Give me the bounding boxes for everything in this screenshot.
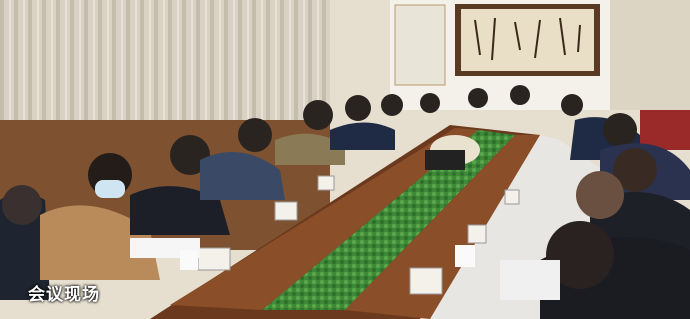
blinds xyxy=(610,0,690,110)
device xyxy=(425,150,465,170)
cup xyxy=(180,250,198,270)
papers xyxy=(500,260,560,300)
caption: 会议现场 xyxy=(28,280,100,305)
window xyxy=(395,5,445,85)
calligraphy xyxy=(461,9,594,71)
photo-scene xyxy=(0,0,690,319)
red-chair xyxy=(640,110,690,150)
meeting-photo: 会议现场 xyxy=(0,0,690,319)
cup xyxy=(455,245,475,267)
